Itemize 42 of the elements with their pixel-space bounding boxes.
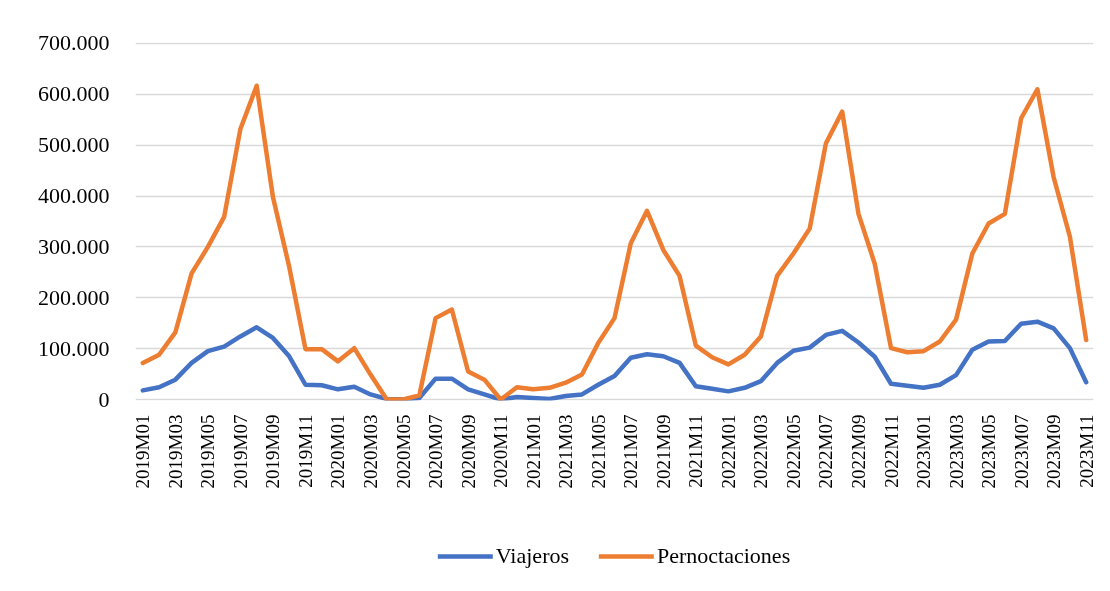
x-tick-label: 2023M05 <box>978 414 1000 489</box>
x-tick-label: 2022M05 <box>782 414 804 489</box>
x-tick-label: 2020M03 <box>360 414 382 489</box>
x-tick-label: 2020M09 <box>457 414 479 489</box>
x-tick-label: 2023M03 <box>945 414 967 489</box>
line-series <box>140 319 1089 401</box>
x-tick-label: 2022M09 <box>847 414 869 489</box>
x-tick-label: 2023M07 <box>1010 414 1032 489</box>
x-tick-label: 2019M07 <box>229 414 251 489</box>
line-series <box>140 83 1089 401</box>
x-tick-label: 2022M03 <box>750 414 772 489</box>
x-tick-label: 2021M07 <box>620 414 642 489</box>
y-tick-label: 300.000 <box>38 233 110 259</box>
x-tick-label: 2019M05 <box>197 414 219 489</box>
legend-label: Viajeros <box>495 542 570 569</box>
x-tick-label: 2023M11 <box>1075 414 1097 488</box>
x-tick-label: 2021M05 <box>587 414 609 489</box>
x-tick-label: 2021M03 <box>555 414 577 489</box>
y-tick-label: 600.000 <box>38 81 110 107</box>
x-tick-label: 2020M07 <box>425 414 447 489</box>
y-tick-label: 0 <box>98 386 110 412</box>
x-tick-label: 2019M09 <box>262 414 284 489</box>
y-tick-label: 100.000 <box>38 335 110 361</box>
x-tick-label: 2022M01 <box>717 414 739 489</box>
x-tick-label: 2019M11 <box>294 414 316 488</box>
x-tick-label: 2021M11 <box>685 414 707 488</box>
x-tick-label: 2023M09 <box>1043 414 1065 489</box>
x-tick-label: 2020M05 <box>392 414 414 489</box>
x-tick-label: 2020M01 <box>327 414 349 489</box>
x-tick-label: 2019M01 <box>132 414 154 489</box>
y-tick-label: 200.000 <box>38 284 110 310</box>
x-tick-label: 2021M09 <box>652 414 674 489</box>
x-tick-label: 2023M01 <box>913 414 935 489</box>
y-tick-label: 700.000 <box>38 30 110 56</box>
x-tick-label: 2020M11 <box>490 414 512 488</box>
y-tick-label: 400.000 <box>38 183 110 209</box>
x-tick-label: 2019M03 <box>164 414 186 489</box>
x-tick-label: 2022M07 <box>815 414 837 489</box>
y-tick-label: 500.000 <box>38 132 110 158</box>
x-tick-label: 2021M01 <box>522 414 544 489</box>
legend-label: Pernoctaciones <box>657 542 791 569</box>
x-tick-label: 2022M11 <box>880 414 902 488</box>
